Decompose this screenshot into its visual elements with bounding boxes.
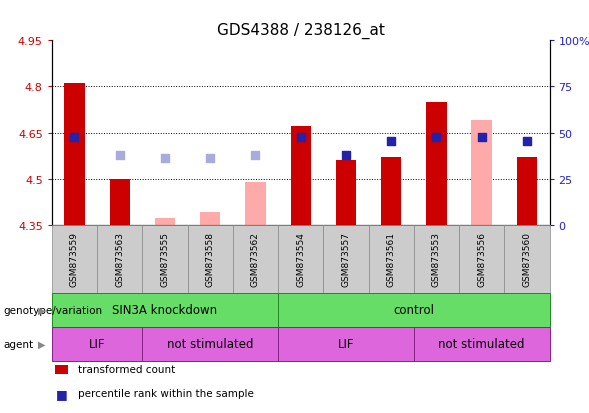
Text: GSM873563: GSM873563 — [115, 232, 124, 287]
Text: agent: agent — [3, 339, 33, 349]
Text: genotype/variation: genotype/variation — [3, 305, 102, 315]
Text: value, Detection Call = ABSENT: value, Detection Call = ABSENT — [78, 412, 244, 413]
Point — [477, 135, 487, 141]
Text: not stimulated: not stimulated — [167, 337, 253, 351]
Point — [386, 138, 396, 145]
Point — [522, 138, 532, 145]
Text: LIF: LIF — [337, 337, 354, 351]
Text: GSM873555: GSM873555 — [160, 232, 170, 287]
Bar — [336, 161, 356, 225]
Bar — [381, 158, 401, 225]
Point — [70, 135, 79, 141]
Text: GSM873556: GSM873556 — [477, 232, 486, 287]
Text: GSM873560: GSM873560 — [522, 232, 531, 287]
Bar — [471, 121, 492, 225]
Bar — [517, 158, 537, 225]
Point — [296, 135, 305, 141]
Text: GSM873554: GSM873554 — [296, 232, 305, 287]
Title: GDS4388 / 238126_at: GDS4388 / 238126_at — [217, 22, 385, 38]
Point — [251, 152, 260, 159]
Bar — [290, 127, 311, 225]
Point — [160, 155, 170, 161]
Text: percentile rank within the sample: percentile rank within the sample — [78, 388, 254, 398]
Text: SIN3A knockdown: SIN3A knockdown — [112, 304, 217, 317]
Bar — [64, 84, 85, 225]
Text: GSM873553: GSM873553 — [432, 232, 441, 287]
Text: GSM873561: GSM873561 — [386, 232, 396, 287]
Text: ▶: ▶ — [38, 305, 45, 315]
Point — [341, 152, 350, 159]
Text: GSM873558: GSM873558 — [206, 232, 215, 287]
Bar — [155, 219, 175, 225]
Point — [115, 152, 124, 159]
Text: LIF: LIF — [89, 337, 105, 351]
Text: not stimulated: not stimulated — [438, 337, 525, 351]
Point — [206, 155, 215, 161]
Text: transformed count: transformed count — [78, 364, 176, 374]
Point — [432, 135, 441, 141]
Text: control: control — [393, 304, 434, 317]
Bar — [426, 102, 446, 225]
Text: ▶: ▶ — [38, 339, 45, 349]
Text: ■: ■ — [55, 387, 67, 400]
Text: GSM873562: GSM873562 — [251, 232, 260, 287]
Text: GSM873557: GSM873557 — [342, 232, 350, 287]
Bar — [110, 179, 130, 225]
Bar — [245, 182, 266, 225]
Text: GSM873559: GSM873559 — [70, 232, 79, 287]
Bar — [200, 213, 220, 225]
